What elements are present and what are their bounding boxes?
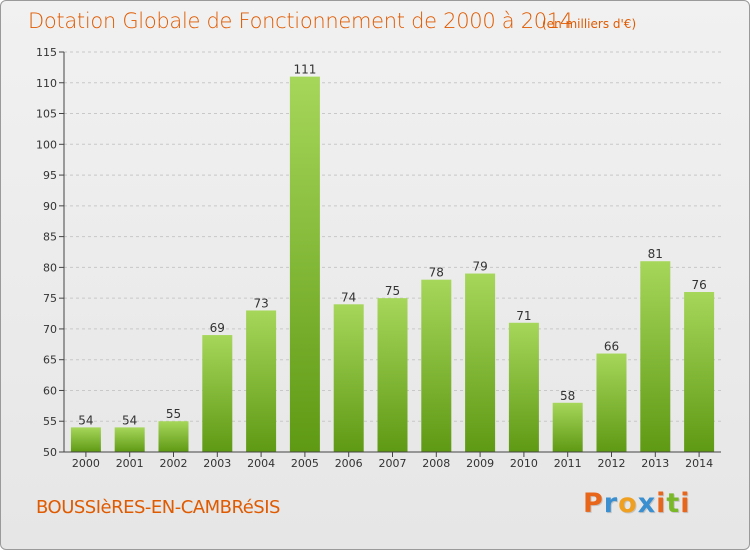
logo-letter: i bbox=[680, 488, 691, 519]
data-label: 74 bbox=[341, 290, 356, 304]
data-label: 111 bbox=[293, 63, 316, 77]
x-tick-label: 2010 bbox=[510, 457, 538, 470]
bars bbox=[70, 76, 715, 452]
y-tick-label: 115 bbox=[36, 46, 57, 59]
axes: 50 55 60 65 70 75 80 85 90 95 100 105 110 115 2000 2001… bbox=[36, 46, 721, 470]
data-label: 58 bbox=[560, 389, 575, 403]
bar bbox=[70, 427, 101, 452]
x-tick-label: 2004 bbox=[247, 457, 275, 470]
bar bbox=[114, 427, 145, 452]
y-tick-label: 65 bbox=[43, 354, 57, 367]
bar bbox=[465, 273, 496, 452]
y-tick-label: 110 bbox=[36, 77, 57, 90]
data-label: 79 bbox=[472, 260, 487, 274]
logo-letter: P bbox=[583, 488, 604, 519]
bar bbox=[552, 402, 583, 452]
logo-letter: x bbox=[637, 488, 657, 519]
x-tick-label: 2009 bbox=[466, 457, 494, 470]
x-tick-label: 2003 bbox=[203, 457, 231, 470]
bar bbox=[596, 353, 627, 452]
bar bbox=[377, 298, 408, 452]
y-tick-label: 55 bbox=[43, 415, 57, 428]
bar bbox=[289, 76, 320, 452]
x-tick-label: 2014 bbox=[685, 457, 713, 470]
chart-title: Dotation Globale de Fonctionnement de 20… bbox=[28, 9, 573, 33]
y-tick-label: 85 bbox=[43, 231, 57, 244]
logo-letter: o bbox=[618, 488, 638, 519]
bar bbox=[421, 279, 452, 452]
y-tick-label: 50 bbox=[43, 446, 57, 459]
x-tick-label: 2000 bbox=[72, 457, 100, 470]
logo-letter: r bbox=[603, 488, 619, 519]
data-label: 81 bbox=[648, 247, 663, 261]
data-label: 55 bbox=[166, 407, 181, 421]
y-tick-label: 60 bbox=[43, 384, 57, 397]
x-tick-label: 2005 bbox=[291, 457, 319, 470]
y-tick-label: 105 bbox=[36, 108, 57, 121]
x-tick-label: 2007 bbox=[379, 457, 407, 470]
bar bbox=[333, 304, 364, 452]
x-tick-label: 2001 bbox=[116, 457, 144, 470]
x-tick-label: 2012 bbox=[598, 457, 626, 470]
bar bbox=[202, 335, 233, 452]
data-label: 54 bbox=[78, 413, 93, 427]
commune-name: BOUSSIèRES-EN-CAMBRéSIS bbox=[36, 497, 280, 518]
bar bbox=[508, 322, 539, 452]
y-tick-label: 100 bbox=[36, 138, 57, 151]
y-tick-label: 90 bbox=[43, 200, 57, 213]
y-tick-label: 95 bbox=[43, 169, 57, 182]
data-label: 54 bbox=[122, 413, 137, 427]
data-label: 76 bbox=[691, 278, 706, 292]
y-tick-label: 75 bbox=[43, 292, 57, 305]
x-tick-label: 2002 bbox=[160, 457, 188, 470]
proxiti-logo: Proxiti bbox=[583, 488, 691, 519]
data-label: 75 bbox=[385, 284, 400, 298]
x-tick-label: 2011 bbox=[554, 457, 582, 470]
x-tick-label: 2008 bbox=[422, 457, 450, 470]
data-label: 78 bbox=[429, 266, 444, 280]
data-label: 73 bbox=[253, 296, 268, 310]
x-tick-label: 2013 bbox=[641, 457, 669, 470]
logo-letter: i bbox=[656, 488, 667, 519]
logo-letter: t bbox=[666, 488, 681, 519]
x-tick-label: 2006 bbox=[335, 457, 363, 470]
bar bbox=[246, 310, 277, 452]
bar bbox=[158, 421, 189, 452]
data-label: 71 bbox=[516, 309, 531, 323]
y-tick-label: 70 bbox=[43, 323, 57, 336]
data-label: 66 bbox=[604, 340, 619, 354]
data-labels: 54 54 55 69 73 111 74 75 78 79 71 58 66 81 76 bbox=[78, 63, 706, 428]
data-label: 69 bbox=[210, 321, 225, 335]
bar bbox=[684, 292, 715, 452]
chart-subtitle: (en milliers d'€) bbox=[542, 17, 637, 31]
bar bbox=[640, 261, 671, 452]
y-tick-label: 80 bbox=[43, 261, 57, 274]
